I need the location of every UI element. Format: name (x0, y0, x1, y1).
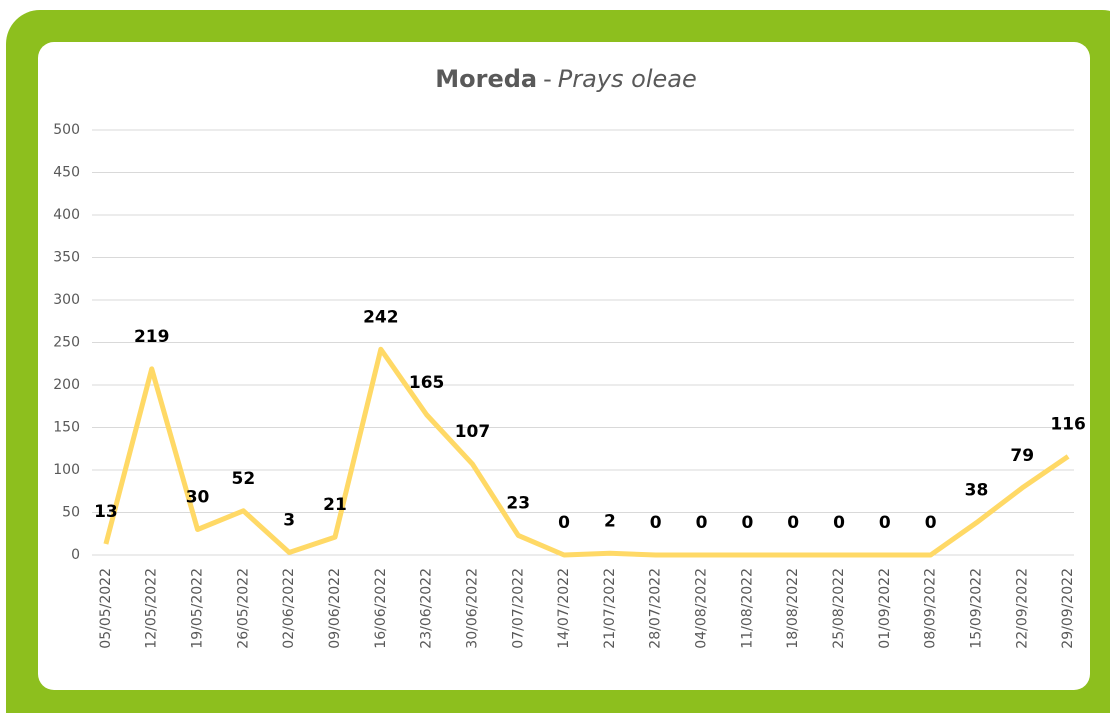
data-label: 21 (323, 495, 347, 515)
data-label: 52 (232, 469, 256, 489)
data-label: 0 (787, 513, 799, 533)
panel (38, 42, 1090, 690)
title-main: Moreda (435, 65, 537, 93)
data-label: 0 (650, 513, 662, 533)
x-tick-label: 21/07/2022 (602, 568, 618, 649)
x-tick-label: 22/09/2022 (1014, 568, 1030, 649)
data-label: 79 (1010, 446, 1034, 466)
title-species: Prays oleae (558, 65, 697, 93)
x-tick-label: 09/06/2022 (327, 568, 343, 649)
x-tick-label: 25/08/2022 (831, 568, 847, 649)
x-tick-label: 19/05/2022 (190, 568, 206, 649)
data-label: 219 (134, 327, 170, 347)
data-label: 0 (833, 513, 845, 533)
x-tick-label: 01/09/2022 (877, 568, 893, 649)
data-label: 107 (455, 422, 491, 442)
data-label: 0 (696, 513, 708, 533)
x-tick-label: 15/09/2022 (968, 568, 984, 649)
data-label: 23 (506, 493, 530, 513)
data-label: 0 (741, 513, 753, 533)
y-tick-label: 200 (53, 377, 80, 393)
data-label: 38 (965, 481, 989, 501)
x-tick-label: 28/07/2022 (648, 568, 664, 649)
x-tick-label: 23/06/2022 (419, 568, 435, 649)
y-tick-label: 300 (53, 292, 80, 308)
data-line (103, 346, 1070, 558)
y-tick-label: 0 (71, 547, 80, 563)
y-tick-label: 450 (53, 165, 80, 181)
x-tick-label: 29/09/2022 (1060, 568, 1076, 649)
data-label: 30 (186, 488, 210, 508)
x-tick-label: 30/06/2022 (464, 568, 480, 649)
y-tick-label: 100 (53, 462, 80, 478)
data-label: 3 (283, 510, 295, 530)
data-label: 116 (1050, 414, 1086, 434)
x-tick-label: 18/08/2022 (785, 568, 801, 649)
data-label: 242 (363, 307, 399, 327)
x-tick-label: 26/05/2022 (235, 568, 251, 649)
data-label: 0 (925, 513, 937, 533)
x-tick-label: 16/06/2022 (373, 568, 389, 649)
y-tick-label: 500 (53, 122, 80, 138)
chart-title: Moreda - Prays oleae (435, 65, 697, 93)
x-tick-label: 02/06/2022 (281, 568, 297, 649)
data-label: 2 (604, 511, 616, 531)
data-label: 0 (558, 513, 570, 533)
data-label: 13 (94, 502, 118, 522)
x-tick-label: 14/07/2022 (556, 568, 572, 649)
x-tick-label: 08/09/2022 (923, 568, 939, 649)
title-separator: - (543, 65, 552, 93)
x-tick-label: 04/08/2022 (694, 568, 710, 649)
x-tick-label: 11/08/2022 (739, 568, 755, 649)
y-tick-label: 400 (53, 207, 80, 223)
data-label: 0 (879, 513, 891, 533)
y-tick-label: 350 (53, 250, 80, 266)
x-tick-label: 05/05/2022 (98, 568, 114, 649)
y-tick-label: 50 (62, 505, 80, 521)
y-tick-label: 250 (53, 335, 80, 351)
x-tick-label: 07/07/2022 (510, 568, 526, 649)
data-label: 165 (409, 373, 445, 393)
x-tick-label: 12/05/2022 (144, 568, 160, 649)
y-tick-label: 150 (53, 420, 80, 436)
